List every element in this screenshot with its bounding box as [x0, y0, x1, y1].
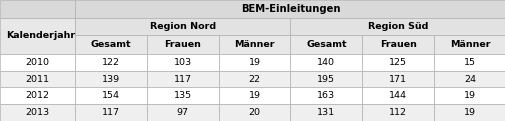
Bar [433, 35, 505, 54]
Text: 22: 22 [248, 75, 260, 83]
Bar [75, 54, 146, 71]
Bar [290, 18, 505, 35]
Bar [0, 0, 75, 18]
Text: 97: 97 [176, 108, 188, 117]
Bar [290, 54, 362, 71]
Text: Frauen: Frauen [379, 40, 416, 49]
Text: 2011: 2011 [25, 75, 49, 83]
Text: Gesamt: Gesamt [90, 40, 131, 49]
Bar [218, 71, 290, 87]
Bar [75, 87, 146, 104]
Bar [290, 71, 362, 87]
Text: Region Süd: Region Süd [367, 22, 428, 31]
Bar [290, 35, 362, 54]
Text: BEM-Einleitungen: BEM-Einleitungen [240, 4, 339, 14]
Bar [0, 18, 75, 54]
Text: 154: 154 [102, 91, 120, 100]
Bar [75, 18, 290, 35]
Text: 171: 171 [388, 75, 407, 83]
Bar [218, 104, 290, 121]
Text: 20: 20 [248, 108, 260, 117]
Text: 15: 15 [463, 58, 475, 67]
Bar [0, 104, 75, 121]
Text: 144: 144 [388, 91, 407, 100]
Text: 19: 19 [248, 91, 260, 100]
Text: Männer: Männer [234, 40, 274, 49]
Text: 24: 24 [463, 75, 475, 83]
Text: 125: 125 [388, 58, 407, 67]
Bar [0, 87, 75, 104]
Bar [362, 54, 433, 71]
Bar [433, 54, 505, 71]
Text: Gesamt: Gesamt [306, 40, 346, 49]
Text: 103: 103 [173, 58, 191, 67]
Text: 117: 117 [173, 75, 191, 83]
Bar [146, 71, 218, 87]
Bar [218, 54, 290, 71]
Bar [433, 104, 505, 121]
Text: 117: 117 [102, 108, 120, 117]
Text: 195: 195 [317, 75, 335, 83]
Text: 163: 163 [317, 91, 335, 100]
Bar [75, 35, 146, 54]
Text: 139: 139 [102, 75, 120, 83]
Bar [146, 54, 218, 71]
Text: 122: 122 [102, 58, 120, 67]
Text: 19: 19 [248, 58, 260, 67]
Bar [75, 71, 146, 87]
Bar [0, 54, 75, 71]
Bar [0, 71, 75, 87]
Bar [146, 104, 218, 121]
Text: 112: 112 [388, 108, 407, 117]
Text: 135: 135 [173, 91, 191, 100]
Bar [362, 87, 433, 104]
Bar [75, 0, 505, 18]
Bar [433, 87, 505, 104]
Bar [146, 35, 218, 54]
Bar [362, 104, 433, 121]
Text: 2012: 2012 [25, 91, 49, 100]
Text: 140: 140 [317, 58, 335, 67]
Bar [75, 104, 146, 121]
Bar [218, 87, 290, 104]
Bar [290, 87, 362, 104]
Text: 2010: 2010 [25, 58, 49, 67]
Text: Region Nord: Region Nord [149, 22, 215, 31]
Text: 2013: 2013 [25, 108, 49, 117]
Text: Kalenderjahr: Kalenderjahr [6, 31, 75, 40]
Bar [362, 71, 433, 87]
Text: 19: 19 [463, 91, 475, 100]
Bar [218, 35, 290, 54]
Bar [290, 104, 362, 121]
Bar [433, 71, 505, 87]
Text: Männer: Männer [449, 40, 489, 49]
Text: Frauen: Frauen [164, 40, 200, 49]
Text: 19: 19 [463, 108, 475, 117]
Bar [362, 35, 433, 54]
Text: 131: 131 [317, 108, 335, 117]
Bar [146, 87, 218, 104]
